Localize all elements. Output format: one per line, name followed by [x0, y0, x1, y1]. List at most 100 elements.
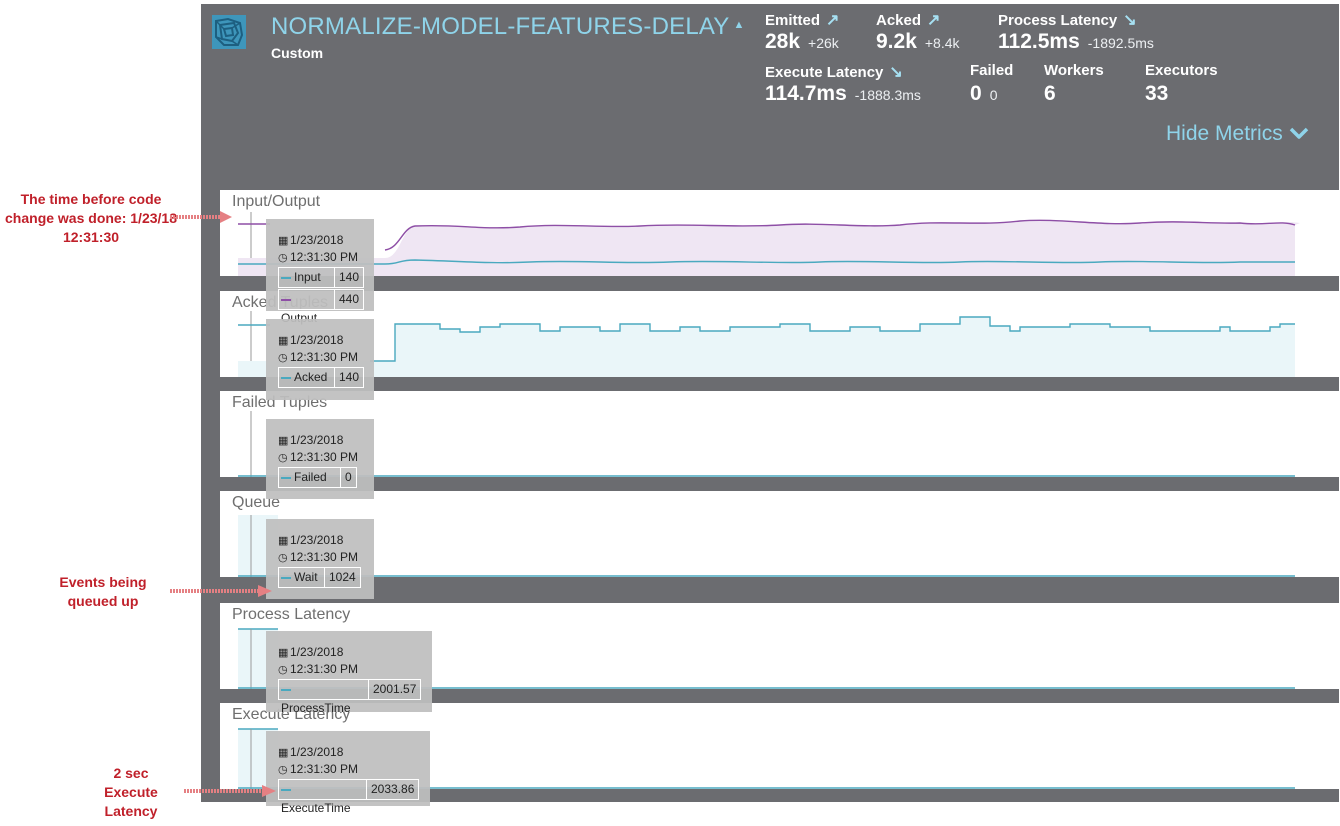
tooltip-row-executetime: ExecuteTime 2033.86 [278, 779, 420, 815]
tooltip-series-value: 0 [345, 470, 352, 484]
calendar-icon: ▦ [278, 647, 289, 659]
clock-icon: ◷ [278, 252, 288, 264]
metric-process-latency-label: Process Latency [998, 12, 1118, 29]
calendar-icon: ▦ [278, 235, 289, 247]
tooltip-time: 12:31:30 PM [290, 450, 359, 464]
annotation-arrow-code-change [170, 211, 232, 223]
calendar-icon: ▦ [278, 535, 289, 547]
tooltip-failed: ▦ 1/23/2018 ◷ 12:31:30 PM Failed 0 [266, 419, 374, 499]
tooltip-row-output: Output 440 [278, 289, 365, 325]
tooltip-series-value: 140 [339, 270, 360, 284]
tooltip-row-acked: Acked 140 [278, 367, 365, 388]
tooltip-date: 1/23/2018 [290, 433, 344, 447]
metric-workers: Workers 6 [1044, 62, 1104, 106]
input-output-chart [238, 212, 1300, 276]
tooltip-execute-latency: ▦ 1/23/2018 ◷ 12:31:30 PM ExecuteTime 2033.… [266, 731, 430, 815]
metric-failed-label: Failed [970, 62, 1014, 79]
chart-title-input-output: Input/Output [232, 193, 321, 210]
tooltip-row-wait: Wait 1024 [278, 567, 361, 588]
tooltip-date: 1/23/2018 [290, 745, 344, 759]
clock-icon: ◷ [278, 764, 288, 776]
tooltip-series-value: 140 [339, 370, 360, 384]
chart-title-process-latency: Process Latency [232, 606, 351, 623]
calendar-icon: ▦ [278, 435, 289, 447]
tooltip-time: 12:31:30 PM [290, 662, 359, 676]
chevron-down-icon [1289, 122, 1309, 146]
metric-process-latency-value: 112.5ms [998, 30, 1080, 53]
component-title-text: NORMALIZE-MODEL-FEATURES-DELAY [271, 13, 730, 40]
trend-up-icon: ↗ [826, 12, 840, 29]
tooltip-date: 1/23/2018 [290, 645, 344, 659]
tooltip-series-name: ProcessTime [281, 701, 351, 715]
tooltip-process-latency: ▦ 1/23/2018 ◷ 12:31:30 PM ProcessTime 2001.… [266, 631, 432, 715]
trend-down-icon: ↘ [1123, 12, 1137, 29]
topology-metrics-panel: NORMALIZE-MODEL-FEATURES-DELAY ▲ Custom E… [201, 4, 1339, 815]
metric-execute-latency: Execute Latency ↘ 114.7ms -1888.3ms [765, 62, 921, 106]
clock-icon: ◷ [278, 352, 288, 364]
clock-icon: ◷ [278, 452, 288, 464]
tooltip-series-value: 2001.57 [373, 682, 417, 696]
metric-failed-value: 0 [970, 82, 982, 105]
tooltip-date: 1/23/2018 [290, 533, 344, 547]
hide-metrics-label: Hide Metrics [1166, 122, 1283, 145]
metric-emitted-value: 28k [765, 30, 801, 53]
metric-acked-value: 9.2k [876, 30, 917, 53]
tooltip-series-value: 2033.86 [371, 782, 415, 796]
tooltip-series-name: ExecuteTime [281, 801, 351, 815]
trend-up-icon: ↗ [927, 12, 941, 29]
calendar-icon: ▦ [278, 747, 289, 759]
tooltip-series-name: Input [294, 270, 321, 284]
metric-acked: Acked ↗ 9.2k +8.4k [876, 10, 960, 54]
component-title[interactable]: NORMALIZE-MODEL-FEATURES-DELAY ▲ [271, 13, 745, 41]
component-subtitle: Custom [271, 45, 324, 61]
tooltip-queue: ▦ 1/23/2018 ◷ 12:31:30 PM Wait 1024 [266, 519, 374, 599]
tooltip-row-failed: Failed 0 [278, 467, 357, 488]
tooltip-time: 12:31:30 PM [290, 550, 359, 564]
calendar-icon: ▦ [278, 335, 289, 347]
tooltip-row-input: Input 140 [278, 267, 365, 288]
tooltip-row-processtime: ProcessTime 2001.57 [278, 679, 422, 715]
clock-icon: ◷ [278, 664, 288, 676]
metric-execute-latency-label: Execute Latency [765, 64, 884, 81]
tooltip-series-name: Acked [294, 370, 328, 384]
acked-chart [238, 311, 1295, 377]
metric-failed-delta: 0 [989, 87, 998, 103]
metric-acked-label: Acked [876, 12, 922, 29]
clock-icon: ◷ [278, 552, 288, 564]
tooltip-input-output: ▦ 1/23/2018 ◷ 12:31:30 PM Input 140 Output 4… [266, 219, 374, 325]
component-logo-icon [212, 15, 246, 49]
trend-down-icon: ↘ [889, 64, 903, 81]
metric-executors: Executors 33 [1145, 62, 1218, 106]
caret-up-icon[interactable]: ▲ [733, 18, 745, 31]
tooltip-time: 12:31:30 PM [290, 350, 359, 364]
annotation-code-change: The time before code change was done: 1/… [5, 191, 177, 245]
annotation-arrow-latency [184, 785, 276, 797]
chart-card-input-output: Input/Output [220, 190, 1339, 276]
hide-metrics-toggle[interactable]: Hide Metrics [1166, 122, 1309, 146]
metric-workers-value: 6 [1044, 82, 1056, 105]
metric-emitted-delta: +26k [808, 35, 839, 51]
chart-card-failed: Failed Tuples [220, 391, 1339, 477]
annotation-queued: Events being queued up [59, 574, 147, 609]
tooltip-series-name: Wait [294, 570, 318, 584]
tooltip-time: 12:31:30 PM [290, 250, 359, 264]
metric-executors-label: Executors [1145, 62, 1218, 79]
tooltip-series-value: 440 [339, 292, 360, 306]
tooltip-time: 12:31:30 PM [290, 762, 359, 776]
chart-card-acked: Acked Tuples [220, 291, 1339, 377]
metric-process-latency: Process Latency ↘ 112.5ms -1892.5ms [998, 10, 1154, 54]
metric-emitted: Emitted ↗ 28k +26k [765, 10, 839, 54]
metric-execute-latency-value: 114.7ms [765, 82, 847, 105]
tooltip-series-name: Failed [294, 470, 327, 484]
metric-execute-latency-delta: -1888.3ms [854, 87, 921, 103]
metric-executors-value: 33 [1145, 82, 1169, 105]
tooltip-date: 1/23/2018 [290, 333, 344, 347]
annotation-arrow-queued [170, 585, 272, 597]
queue-chart [238, 515, 1295, 577]
tooltip-acked: ▦ 1/23/2018 ◷ 12:31:30 PM Acked 140 [266, 319, 374, 400]
tooltip-date: 1/23/2018 [290, 233, 344, 247]
metric-process-latency-delta: -1892.5ms [1087, 35, 1154, 51]
metric-emitted-label: Emitted [765, 12, 821, 29]
tooltip-series-value: 1024 [329, 570, 356, 584]
